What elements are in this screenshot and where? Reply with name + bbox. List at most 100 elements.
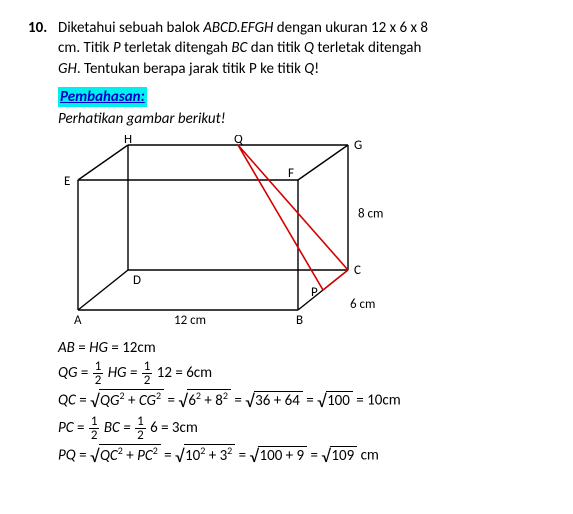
text: = (108, 339, 122, 357)
den: 2 (135, 429, 146, 442)
question-body: Diketahui sebuah balok ABCD.EFGH dengan … (58, 18, 545, 79)
work-line-5: PQ = √QC2 + PC2 = √102 + 32 = √100 + 9 =… (58, 444, 545, 468)
v: 100 + 9 (258, 446, 307, 465)
text: = (74, 419, 88, 437)
value: 12cm (122, 339, 156, 357)
text: Diketahui sebuah balok (58, 19, 203, 37)
sqrt: √36 + 64 (245, 389, 303, 413)
instruction: Perhatikan gambar berikut! (58, 109, 545, 129)
v: 109 (330, 446, 357, 465)
text: + (123, 447, 137, 465)
text: terletak ditengah (314, 39, 421, 57)
fraction: 12 (135, 415, 146, 442)
sqrt: √102 + 32 (175, 444, 235, 468)
var: QG (58, 364, 77, 382)
text: dan titik (247, 39, 304, 57)
var: QC (100, 447, 118, 465)
v: 100 (326, 391, 353, 410)
svg-text:Q: Q (234, 135, 243, 147)
text: ! (314, 60, 319, 78)
sup: 2 (156, 389, 161, 402)
sup: 2 (153, 444, 158, 457)
var: HG (89, 339, 108, 357)
text: = (161, 447, 175, 465)
svg-text:C: C (354, 263, 361, 278)
work-line-4: PC = 12 BC = 12 6 = 3cm (58, 415, 545, 442)
var-gh: GH (58, 60, 77, 78)
text: = (307, 447, 321, 465)
svg-text:E: E (64, 174, 70, 189)
v: 36 + 64 (254, 391, 303, 410)
text: 12 = 6cm (153, 364, 212, 382)
work-line-1: AB = HG = 12cm (58, 338, 545, 358)
sqrt: √QG2 + CG2 (90, 389, 164, 413)
num: 1 (89, 415, 100, 429)
den: 2 (93, 374, 104, 387)
var: CG (139, 392, 156, 410)
text: terletak ditengah (121, 39, 232, 57)
svg-text:A: A (74, 313, 82, 325)
svg-text:D: D (133, 273, 141, 288)
text: = (164, 391, 178, 409)
sup: 2 (223, 389, 228, 402)
v: + 8 (201, 392, 223, 410)
sup: 2 (227, 444, 232, 457)
sqrt: √100 (317, 389, 353, 413)
text: = (75, 339, 89, 357)
den: 2 (89, 429, 100, 442)
fraction: 12 (93, 360, 104, 387)
svg-text:6 cm: 6 cm (350, 297, 375, 312)
pembahasan-label: Pembahasan: (58, 87, 147, 107)
text: = 10cm (353, 391, 401, 409)
text: dengan ukuran 12 x 6 x 8 (273, 19, 428, 37)
var-p: P (113, 39, 121, 57)
text: = (76, 447, 90, 465)
num: 1 (93, 360, 104, 374)
var: QG (100, 392, 119, 410)
var-q2: Q (304, 60, 314, 78)
v: + 3 (205, 447, 227, 465)
sqrt: √109 (321, 444, 357, 468)
sqrt: √62 + 82 (178, 389, 231, 413)
var: PQ (58, 447, 76, 465)
var: PC (58, 419, 74, 437)
num: 1 (142, 360, 153, 374)
svg-text:12 cm: 12 cm (174, 313, 206, 325)
svg-text:P: P (311, 285, 318, 300)
var: QC (58, 391, 76, 409)
text: 6 = 3cm (147, 419, 198, 437)
question-number: 10. (28, 18, 58, 79)
text: = (303, 391, 317, 409)
svg-text:G: G (354, 138, 362, 153)
tail: cm (357, 447, 379, 465)
figure: H Q G E F D C A B P 8 cm 6 cm 12 cm (58, 135, 545, 331)
text: = (77, 364, 91, 382)
num: 1 (135, 415, 146, 429)
work-line-2: QG = 12 HG = 12 12 = 6cm (58, 360, 545, 387)
v: 6 (188, 392, 196, 410)
den: 2 (142, 374, 153, 387)
text: + (125, 392, 139, 410)
sqrt: √QC2 + PC2 (90, 444, 161, 468)
var-bc: BC (231, 39, 247, 57)
text: = (76, 391, 90, 409)
svg-text:B: B (296, 313, 303, 325)
svg-text:8 cm: 8 cm (358, 207, 383, 222)
svg-text:H: H (124, 135, 132, 147)
text: HG = (104, 364, 140, 382)
work-line-3: QC = √QG2 + CG2 = √62 + 82 = √36 + 64 = … (58, 389, 545, 413)
fraction: 12 (142, 360, 153, 387)
question-row: 10. Diketahui sebuah balok ABCD.EFGH den… (28, 18, 545, 79)
fraction: 12 (89, 415, 100, 442)
text: cm. Titik (58, 39, 113, 57)
var: AB (58, 339, 75, 357)
text: = (235, 447, 249, 465)
svg-text:F: F (288, 166, 294, 181)
text: = (231, 391, 245, 409)
var: PC (137, 447, 153, 465)
sqrt: √100 + 9 (250, 444, 308, 468)
var-abcd: ABCD.EFGH (203, 19, 273, 37)
text: . Tentukan berapa jarak titik P ke titik (77, 60, 304, 78)
v: 10 (185, 447, 200, 465)
text: BC = (100, 419, 134, 437)
